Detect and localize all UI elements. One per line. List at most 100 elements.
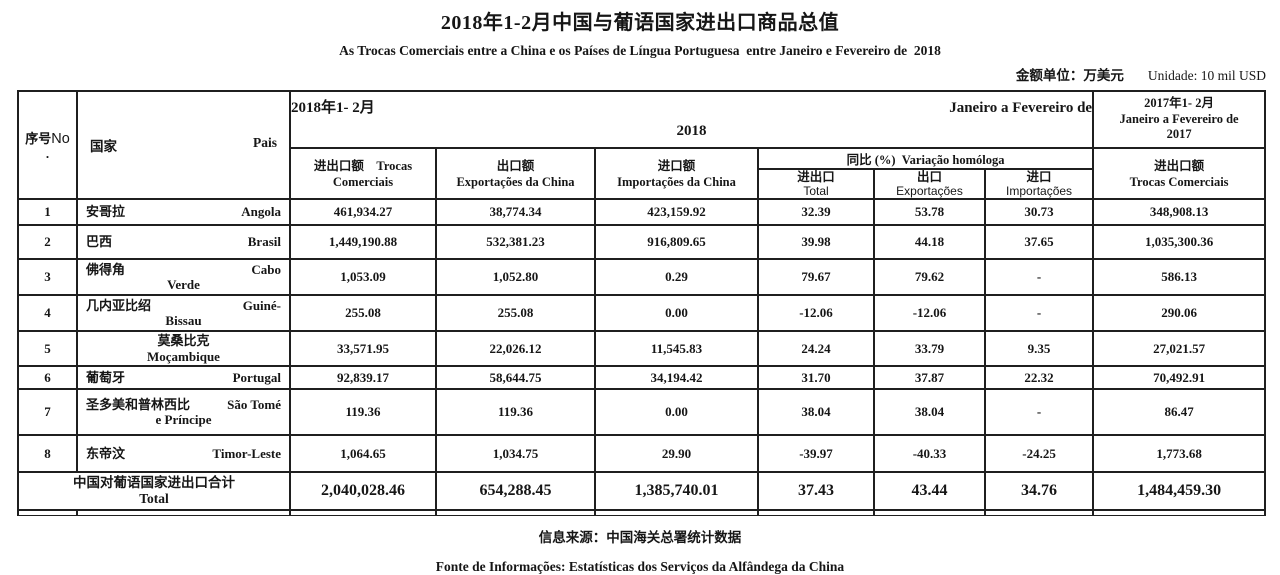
row-index-cell: 1 <box>17 198 78 226</box>
row-index-cell: 4 <box>17 294 78 332</box>
yoy-total-cell: 24.24 <box>757 330 875 367</box>
col-header-no-cn: 序号 <box>25 131 52 146</box>
country-row: 5 莫桑比克 Moçambique 33,571.95 22,026.12 11,545.… <box>17 330 1267 367</box>
export-value-cell: 1,034.75 <box>435 434 596 473</box>
yoy-export-cell: 53.78 <box>873 198 986 226</box>
page: 2018年1-2月中国与葡语国家进出口商品总值 As Trocas Comerc… <box>0 6 1280 574</box>
import-value-cell: 0.29 <box>594 258 759 296</box>
country-row: 8 东帝汶 Timor-Leste 1,064.65 1,034.75 29.90 -39.… <box>17 434 1267 473</box>
prev-year-value-cell: 348,908.13 <box>1092 198 1267 226</box>
col-header-country: 国家 Pais <box>76 90 291 200</box>
yoy-total-cell: 79.67 <box>757 258 875 296</box>
page-subtitle: As Trocas Comerciais entre a China e os … <box>339 43 941 58</box>
country-name-cell: 圣多美和普林西比 São Tomé e Príncipe <box>76 388 291 436</box>
total-export-value: 654,288.45 <box>435 471 596 511</box>
yoy-total-cell: 38.04 <box>757 388 875 436</box>
table-bottom-stub <box>17 509 1267 516</box>
export-value-cell: 532,381.23 <box>435 224 596 260</box>
prev-year-value-cell: 1,035,300.36 <box>1092 224 1267 260</box>
col-header-yoy-exports: 出口 Exportações <box>873 168 986 200</box>
export-value-cell: 1,052.80 <box>435 258 596 296</box>
col-header-no-latin: No <box>51 131 70 147</box>
trade-value-cell: 1,449,190.88 <box>289 224 437 260</box>
yoy-export-cell: -40.33 <box>873 434 986 473</box>
col-header-no-dot: . <box>45 146 50 161</box>
source-note-pt: Fonte de Informações: Estatísticas dos S… <box>435 559 845 574</box>
total-prev-year-value: 1,484,459.30 <box>1092 471 1267 511</box>
country-name-cell: 葡萄牙 Portugal <box>76 365 291 390</box>
col-header-no: 序号No . <box>17 90 78 200</box>
total-label-pt: Total <box>139 491 169 506</box>
prev-year-value-cell: 586.13 <box>1092 258 1267 296</box>
col-header-imports: 进口额 Importações da China <box>594 147 759 200</box>
yoy-total-cell: 32.39 <box>757 198 875 226</box>
col-header-country-cn: 国家 <box>90 139 117 154</box>
trade-value-cell: 461,934.27 <box>289 198 437 226</box>
yoy-import-cell: 30.73 <box>983 198 1095 226</box>
yoy-total-cell: -12.06 <box>757 294 875 332</box>
export-value-cell: 58,644.75 <box>435 365 596 390</box>
row-index-cell: 8 <box>17 434 78 473</box>
col-header-period-2017: 2017年1- 2月 Janeiro a Fevereiro de 2017 <box>1092 90 1267 149</box>
total-label-cn: 中国对葡语国家进出口合计 <box>73 475 235 490</box>
total-yoy-import: 34.76 <box>983 471 1095 511</box>
prev-year-value-cell: 27,021.57 <box>1092 330 1267 367</box>
yoy-export-cell: -12.06 <box>873 294 986 332</box>
export-value-cell: 22,026.12 <box>435 330 596 367</box>
period-2018-pt: Janeiro a Fevereiro de <box>949 99 1093 116</box>
period-2017-cn: 2017年1- 2月 <box>1144 96 1214 111</box>
yoy-export-cell: 79.62 <box>873 258 986 296</box>
total-yoy-total: 37.43 <box>757 471 875 511</box>
import-value-cell: 916,809.65 <box>594 224 759 260</box>
trade-value-cell: 92,839.17 <box>289 365 437 390</box>
total-import-value: 1,385,740.01 <box>594 471 759 511</box>
row-index-cell: 2 <box>17 224 78 260</box>
col-header-yoy-total: 进出口 Total <box>757 168 875 200</box>
row-index-cell: 3 <box>17 258 78 296</box>
import-value-cell: 423,159.92 <box>594 198 759 226</box>
yoy-import-cell: 22.32 <box>983 365 1095 390</box>
yoy-import-cell: 37.65 <box>983 224 1095 260</box>
export-value-cell: 38,774.34 <box>435 198 596 226</box>
unit-note-pt: Unidade: 10 mil USD <box>1147 68 1266 83</box>
import-value-cell: 11,545.83 <box>594 330 759 367</box>
row-index-cell: 5 <box>17 330 78 367</box>
source-note-cn: 信息来源：中国海关总署统计数据 <box>538 530 742 545</box>
country-name-cell: 几内亚比绍 Guiné- Bissau <box>76 294 291 332</box>
yoy-export-cell: 33.79 <box>873 330 986 367</box>
export-value-cell: 255.08 <box>435 294 596 332</box>
export-value-cell: 119.36 <box>435 388 596 436</box>
country-name-cell: 佛得角 Cabo Verde <box>76 258 291 296</box>
col-header-trade-total: 进出口额 Trocas Comerciais <box>289 147 437 200</box>
total-label: 中国对葡语国家进出口合计 Total <box>17 471 291 511</box>
import-value-cell: 29.90 <box>594 434 759 473</box>
unit-note-cn: 金额单位：万美元 <box>1015 68 1124 83</box>
period-2018-year: 2018 <box>676 122 707 139</box>
country-name-cell: 巴西 Brasil <box>76 224 291 260</box>
prev-year-value-cell: 290.06 <box>1092 294 1267 332</box>
total-trade-value: 2,040,028.46 <box>289 471 437 511</box>
yoy-total-cell: -39.97 <box>757 434 875 473</box>
prev-year-value-cell: 86.47 <box>1092 388 1267 436</box>
country-row: 2 巴西 Brasil 1,449,190.88 532,381.23 916,809.6… <box>17 224 1267 260</box>
col-header-exports: 出口额 Exportações da China <box>435 147 596 200</box>
unit-note: 金额单位：万美元 Unidade: 10 mil USD <box>0 64 1280 84</box>
prev-year-value-cell: 1,773.68 <box>1092 434 1267 473</box>
country-name-cell: 安哥拉 Angola <box>76 198 291 226</box>
country-row: 3 佛得角 Cabo Verde 1,053.09 1,052.80 0.29 79.67 79… <box>17 258 1267 296</box>
trade-value-cell: 33,571.95 <box>289 330 437 367</box>
yoy-import-cell: - <box>983 258 1095 296</box>
import-value-cell: 0.00 <box>594 388 759 436</box>
yoy-total-cell: 39.98 <box>757 224 875 260</box>
country-name-cell: 东帝汶 Timor-Leste <box>76 434 291 473</box>
col-header-trade-2017: 进出口额 Trocas Comerciais <box>1092 147 1267 200</box>
col-header-period-2018: 2018年1- 2月 Janeiro a Fevereiro de 2018 <box>288 90 1095 149</box>
col-header-yoy-imports: 进口 Importações <box>983 168 1095 200</box>
col-header-yoy-group: 同比 (%) Variação homóloga <box>756 147 1095 170</box>
trade-value-cell: 1,053.09 <box>289 258 437 296</box>
country-name-cell: 莫桑比克 Moçambique <box>76 330 291 367</box>
yoy-import-cell: - <box>983 294 1095 332</box>
col-header-country-pt: Pais <box>252 135 277 150</box>
yoy-import-cell: 9.35 <box>983 330 1095 367</box>
country-row: 6 葡萄牙 Portugal 92,839.17 58,644.75 34,194.42 3… <box>17 365 1267 390</box>
